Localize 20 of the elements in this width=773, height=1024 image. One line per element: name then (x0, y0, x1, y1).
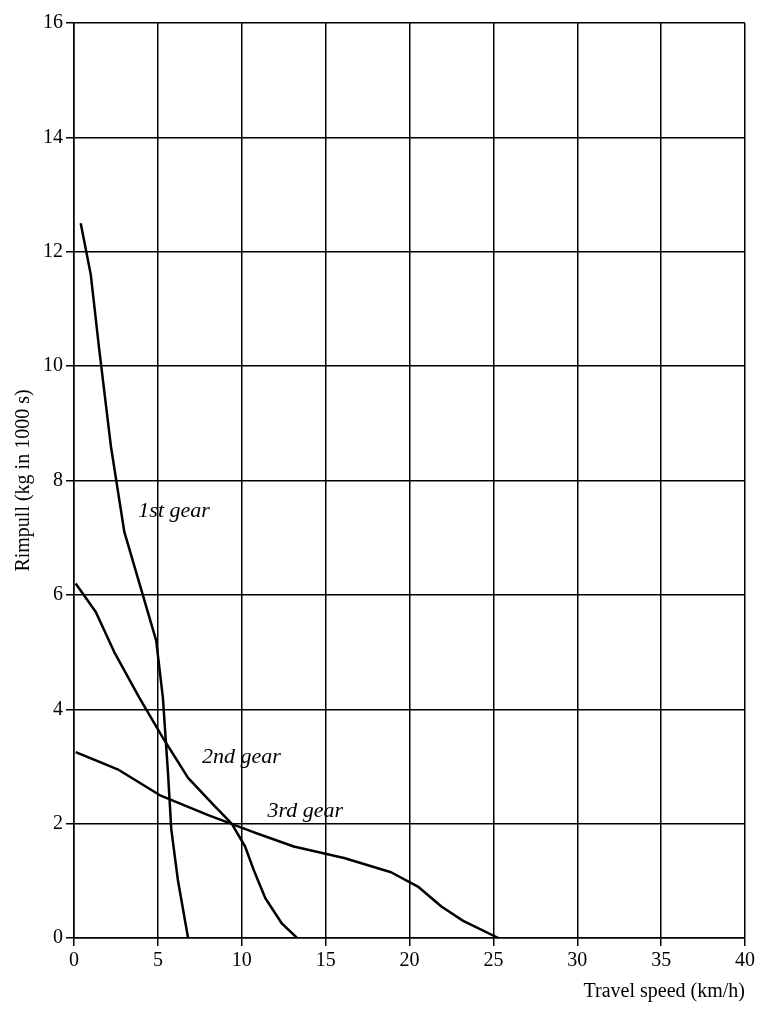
y-tick-label: 6 (53, 582, 63, 605)
x-tick-label: 20 (399, 948, 420, 971)
y-tick-label: 2 (53, 810, 63, 833)
y-axis-title: Rimpull (kg in 1000 s) (11, 389, 35, 572)
x-tick-label: 0 (69, 948, 79, 971)
y-tick-label: 14 (43, 124, 63, 147)
x-tick-label: 15 (315, 948, 336, 971)
y-tick-label: 10 (43, 353, 63, 376)
x-tick-label: 30 (567, 948, 588, 971)
x-axis-title: Travel speed (km/h) (583, 979, 745, 1003)
y-tick-label: 8 (53, 467, 63, 490)
x-tick-label: 35 (651, 948, 672, 971)
x-tick-label: 25 (483, 948, 504, 971)
y-tick-label: 4 (53, 696, 63, 719)
y-tick-label: 16 (43, 10, 63, 33)
x-tick-label: 10 (231, 948, 252, 971)
y-tick-label: 12 (43, 239, 63, 261)
x-tick-label: 40 (735, 948, 755, 971)
y-tick-label: 0 (53, 925, 63, 948)
x-tick-label: 5 (152, 948, 163, 971)
